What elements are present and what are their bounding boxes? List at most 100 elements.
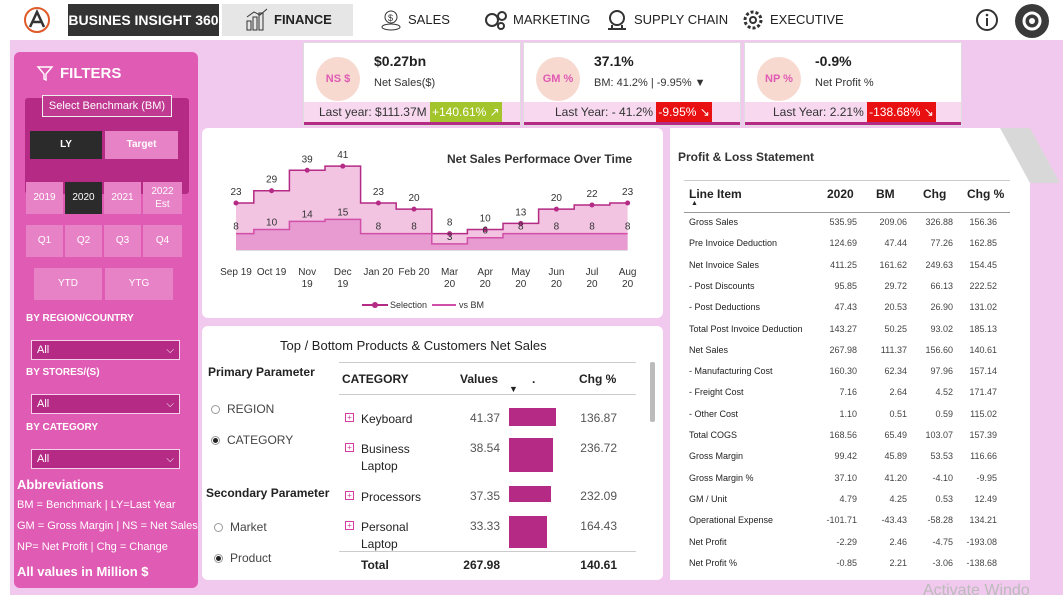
pl-row-cell: 157.39	[969, 430, 997, 440]
settings-gear-icon	[1022, 11, 1042, 31]
kpi-value: -0.9%	[815, 53, 852, 69]
pl-row-label: - Post Discounts	[689, 280, 755, 291]
radio-category[interactable]: CATEGORY	[211, 433, 293, 447]
radio-region[interactable]: REGION	[211, 402, 274, 416]
pl-row-cell: 140.61	[969, 344, 997, 355]
kpi-last-year: Last Year: 2.21%	[773, 105, 864, 119]
selection-point	[589, 202, 595, 208]
selection-data-label: 13	[515, 207, 527, 218]
pl-row-cell: 124.69	[829, 238, 857, 249]
pl-header-chg-pct[interactable]: Chg %	[967, 187, 1005, 201]
expand-plus-icon[interactable]: +	[345, 491, 354, 500]
radio-dot	[214, 522, 223, 532]
pl-row-label: Gross Margin %	[689, 472, 754, 483]
pl-row-cell: 45.89	[884, 451, 907, 462]
top-bottom-title: Top / Bottom Products & Customers Net Sa…	[280, 338, 547, 353]
pl-row-cell: 95.85	[834, 280, 857, 291]
pl-row-cell: -2.29	[836, 536, 857, 547]
radio-product[interactable]: Product	[214, 551, 271, 565]
bm-data-label: 15	[337, 207, 349, 218]
period-ytg-button[interactable]: YTG	[105, 268, 173, 300]
pl-row-label: Gross Sales	[689, 217, 739, 227]
pl-row-label: Net Profit	[689, 536, 727, 547]
pl-row-label: Net Sales	[689, 344, 729, 355]
year-2020-button[interactable]: 2020	[65, 182, 102, 214]
kpi-footer: Last Year: - 41.2% -9.95% ↘	[524, 102, 740, 122]
pl-title: Profit & Loss Statement	[678, 150, 815, 164]
scrollbar-thumb[interactable]	[650, 362, 655, 422]
quarter-q4-button[interactable]: Q4	[143, 225, 182, 257]
pl-row-cell: 209.06	[879, 217, 907, 227]
radio-market[interactable]: Market	[214, 520, 267, 534]
table-row-value: 38.54	[469, 441, 500, 455]
pl-header-line-item[interactable]: Line Item	[689, 187, 742, 201]
bm-data-label: 6	[482, 226, 488, 237]
table-row-chg: 232.09	[580, 489, 617, 503]
selection-data-label: 39	[302, 154, 314, 165]
expand-plus-icon[interactable]: +	[345, 443, 354, 452]
stores-dropdown[interactable]: All ⌵	[31, 394, 180, 414]
pl-header-chg[interactable]: Chg	[923, 187, 947, 201]
tab-supply-chain[interactable]: SUPPLY CHAIN	[604, 4, 728, 36]
bm-data-label: 8	[518, 222, 524, 233]
pl-row-cell: 111.37	[880, 344, 907, 355]
kpi-card-gross-margin: GM % 37.1% BM: 41.2% | -9.95% ▼ Last Yea…	[523, 42, 741, 126]
pl-row-cell: 47.43	[834, 302, 857, 313]
region-filter-label: BY REGION/COUNTRY	[26, 313, 134, 324]
abbreviations-title: Abbreviations	[17, 477, 104, 492]
abbreviation-line: NP= Net Profit | Chg = Change	[17, 541, 168, 553]
table-row-category: Keyboard	[361, 412, 413, 426]
info-icon[interactable]	[975, 8, 999, 32]
year-2021-button[interactable]: 2021	[104, 182, 141, 214]
settings-button[interactable]	[1015, 4, 1049, 38]
region-dropdown[interactable]: All ⌵	[31, 340, 180, 360]
expand-plus-icon[interactable]: +	[345, 521, 354, 530]
tab-sales[interactable]: $ SALES	[378, 4, 450, 36]
sort-asc-icon[interactable]: ▲	[691, 200, 698, 207]
category-dropdown[interactable]: All ⌵	[31, 449, 180, 469]
year-2022-est-button[interactable]: 2022 Est	[143, 182, 182, 214]
tab-executive[interactable]: EXECUTIVE	[740, 4, 844, 36]
pl-row: Net Invoice Sales 411.25 161.62 249.63 154.4…	[689, 256, 1009, 277]
svg-text:$: $	[388, 13, 393, 23]
expand-plus-icon[interactable]: +	[345, 413, 354, 422]
tab-finance[interactable]: FINANCE	[222, 4, 353, 36]
filters-heading: FILTERS	[36, 64, 121, 82]
column-header-values[interactable]: Values	[460, 372, 499, 386]
pl-row-cell: 26.90	[930, 302, 953, 313]
pl-row-cell: 62.34	[884, 366, 907, 377]
tab-marketing[interactable]: MARKETING	[483, 4, 590, 36]
table-row-value: 41.37	[469, 411, 500, 425]
selection-data-label: 23	[230, 187, 242, 198]
pl-row-label: Net Profit %	[689, 557, 738, 568]
benchmark-ly-button[interactable]: LY	[30, 131, 102, 159]
sort-desc-icon[interactable]: ▼	[509, 384, 518, 394]
total-divider	[339, 551, 636, 552]
pl-header-bm[interactable]: BM	[876, 187, 895, 201]
column-header-chg[interactable]: Chg %	[579, 372, 617, 386]
kpi-footer: Last year: $111.37M +140.61% ↗	[304, 102, 520, 122]
pl-row-cell: 99.42	[834, 451, 857, 462]
column-header-bar[interactable]: .	[532, 372, 536, 386]
pl-row-cell: -3.06	[932, 557, 953, 568]
tab-marketing-label: MARKETING	[513, 12, 591, 27]
pl-row-cell: -0.85	[836, 557, 857, 568]
legend-selection-label: Selection	[390, 300, 427, 310]
radio-dot	[211, 404, 220, 414]
quarter-q1-button[interactable]: Q1	[26, 225, 63, 257]
pl-row-cell: 20.53	[884, 302, 907, 313]
period-ytd-button[interactable]: YTD	[34, 268, 102, 300]
benchmark-target-button[interactable]: Target	[105, 131, 178, 159]
pl-header-2020[interactable]: 2020	[827, 187, 854, 201]
pl-row-cell: 134.21	[969, 515, 997, 526]
x-tick-label: Dec 19	[334, 267, 352, 290]
quarter-q3-button[interactable]: Q3	[104, 225, 141, 257]
pl-row-cell: 93.02	[930, 323, 953, 334]
selection-data-label: 41	[337, 150, 349, 161]
radio-label: CATEGORY	[227, 433, 294, 447]
quarter-q2-button[interactable]: Q2	[65, 225, 102, 257]
column-header-category[interactable]: CATEGORY	[342, 372, 409, 386]
pl-row: Gross Margin % 37.10 41.20 -4.10 -9.95	[689, 469, 1009, 490]
year-2019-button[interactable]: 2019	[26, 182, 63, 214]
total-value: 267.98	[463, 558, 500, 572]
